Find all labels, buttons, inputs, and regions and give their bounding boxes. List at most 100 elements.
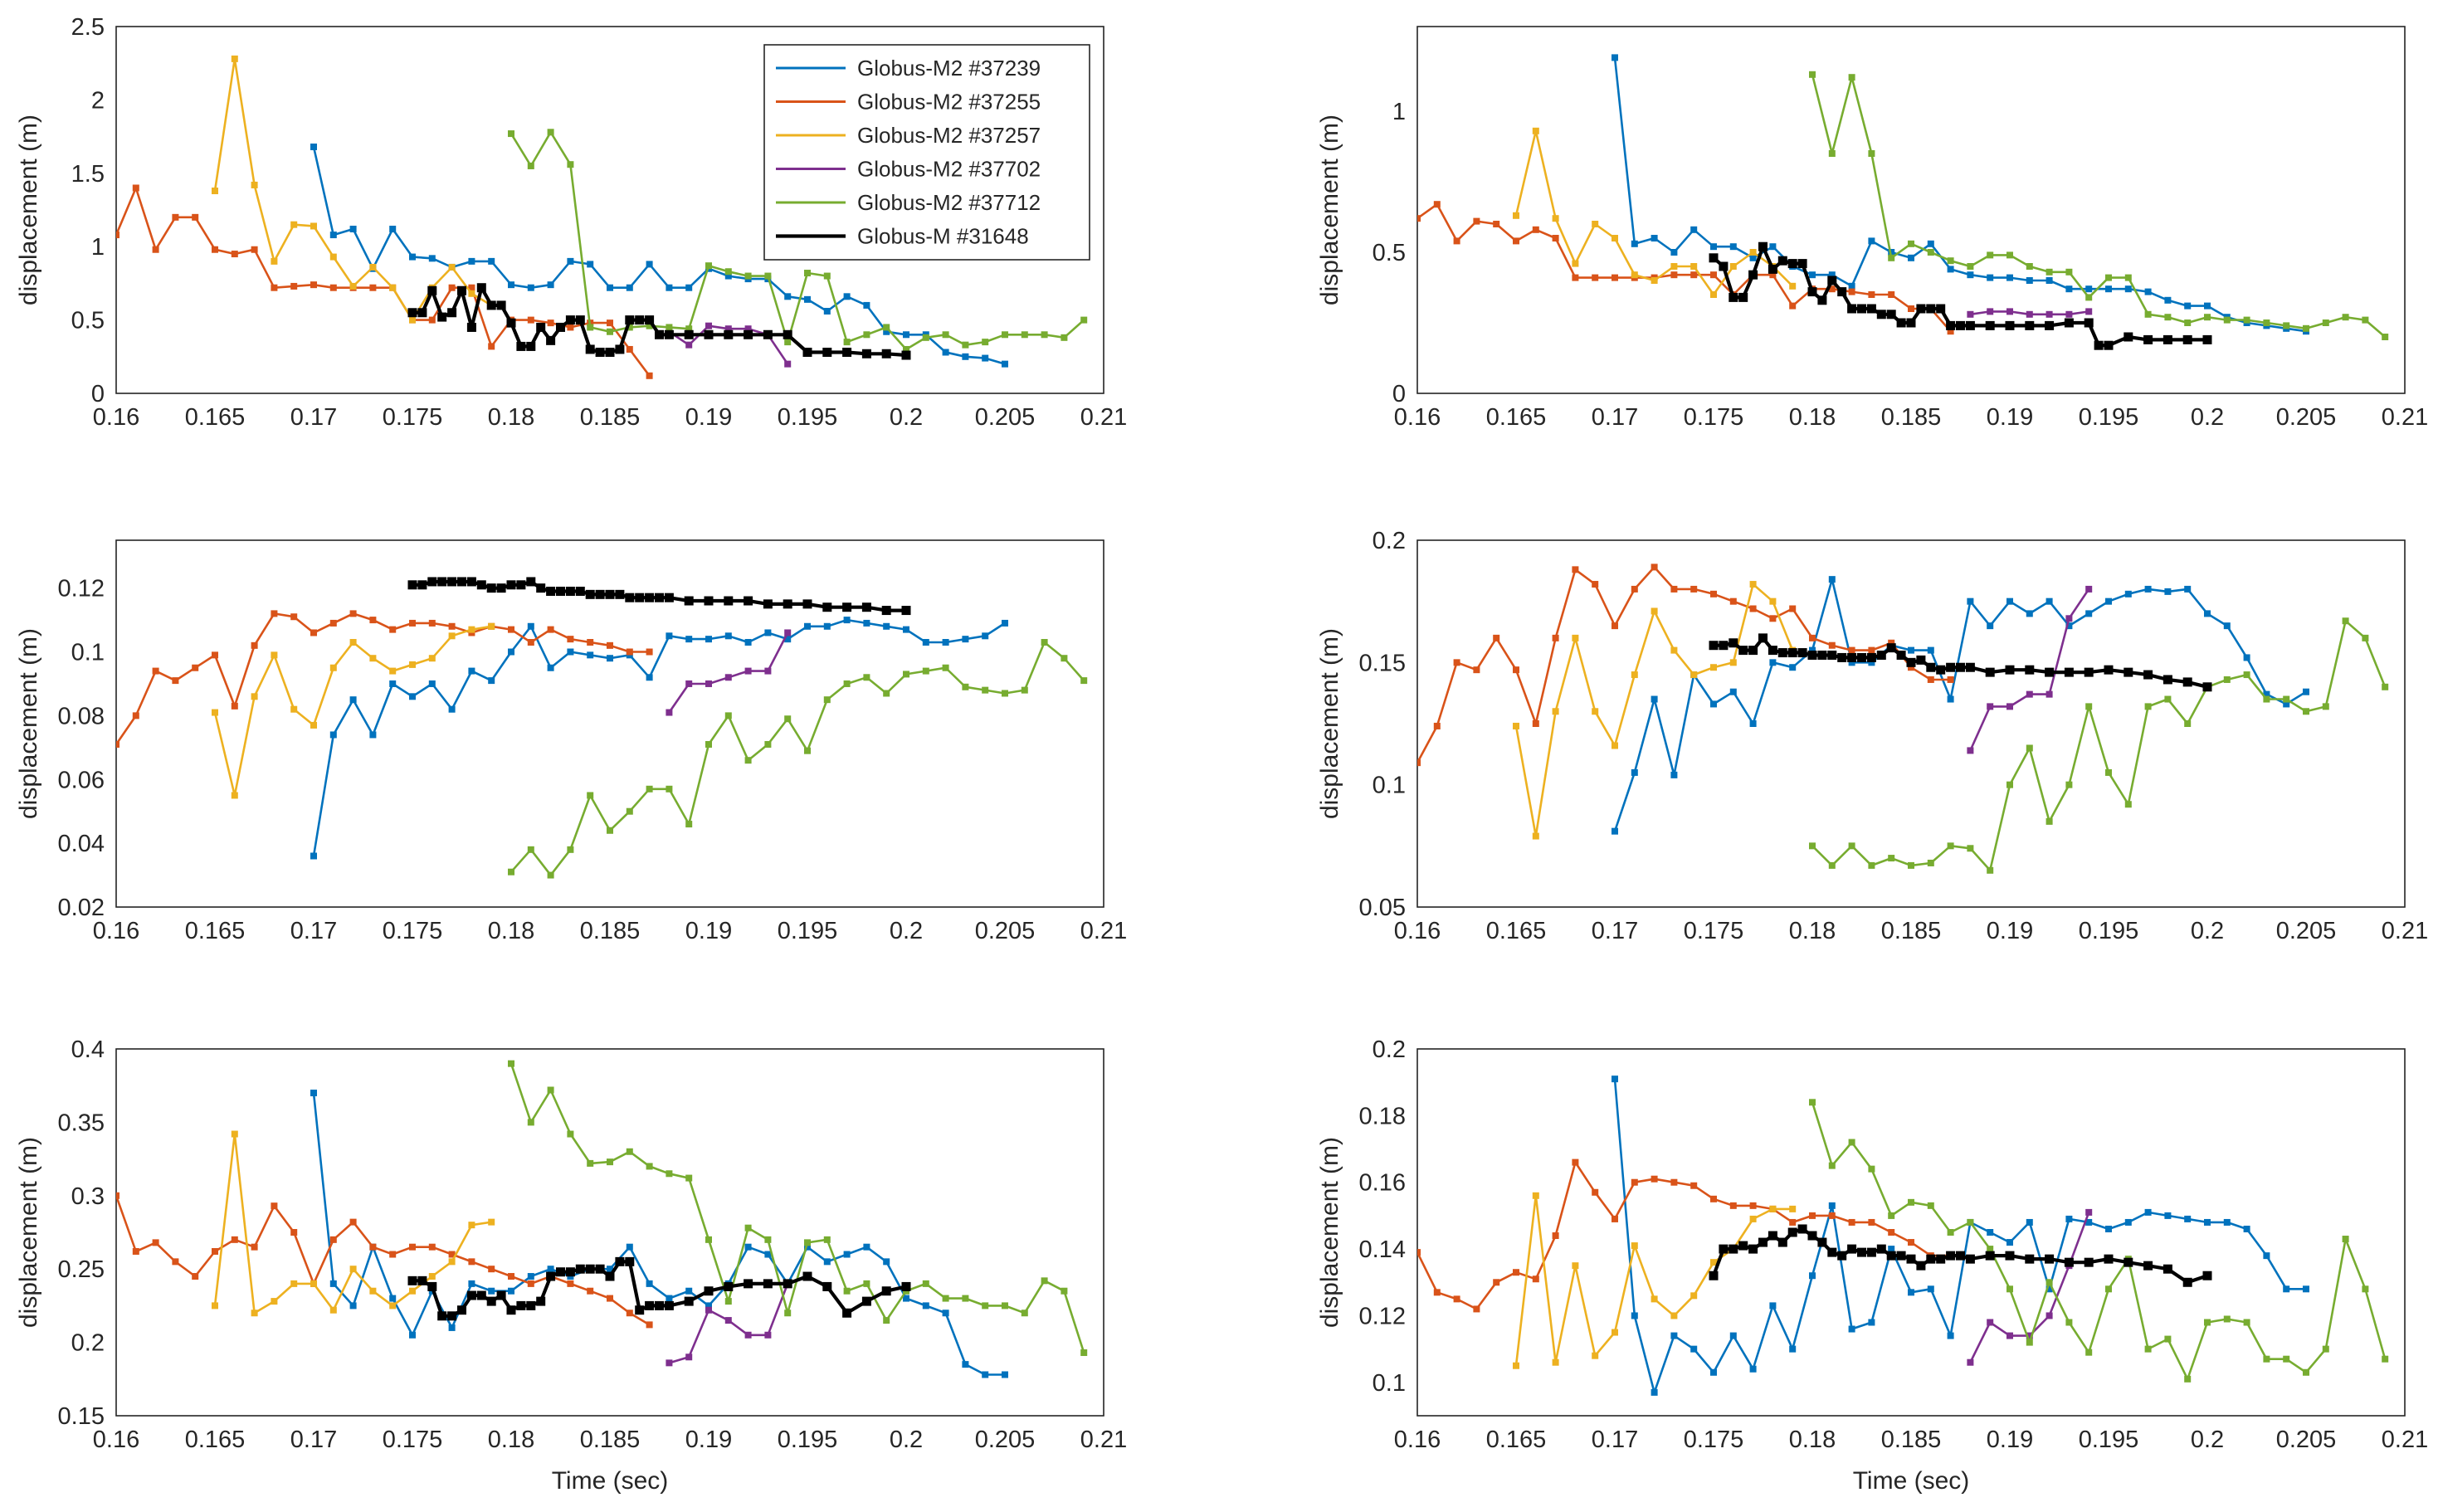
data-point bbox=[447, 308, 457, 318]
data-point bbox=[1612, 54, 1618, 61]
data-point bbox=[2026, 1339, 2033, 1346]
data-point bbox=[428, 1243, 436, 1251]
data-point bbox=[526, 341, 536, 351]
data-point bbox=[1987, 1229, 1994, 1236]
data-point bbox=[1631, 1178, 1638, 1186]
data-point bbox=[635, 1305, 645, 1315]
data-point bbox=[607, 319, 613, 327]
data-point bbox=[1946, 320, 1956, 330]
data-point bbox=[1532, 1275, 1539, 1283]
data-point bbox=[428, 619, 436, 627]
data-point bbox=[527, 638, 534, 646]
data-point bbox=[2243, 1225, 2250, 1232]
data-point bbox=[784, 1310, 792, 1317]
data-point bbox=[1828, 271, 1836, 279]
data-point bbox=[2144, 1208, 2152, 1216]
data-point bbox=[2085, 285, 2093, 293]
data-point bbox=[1908, 646, 1914, 654]
data-point bbox=[863, 331, 870, 339]
y-tick-label: 0.2 bbox=[71, 1330, 105, 1357]
data-point bbox=[1837, 287, 1847, 297]
data-point bbox=[1592, 1188, 1599, 1196]
data-point bbox=[2283, 1355, 2290, 1363]
data-point bbox=[763, 599, 773, 609]
series-line-1 bbox=[1417, 202, 1952, 333]
data-point bbox=[1787, 1227, 1797, 1237]
y-axis-label: displacement (m) bbox=[15, 1137, 42, 1328]
data-point bbox=[684, 1296, 694, 1306]
data-point bbox=[1987, 1319, 1994, 1326]
data-point bbox=[2223, 1315, 2231, 1323]
data-point bbox=[369, 655, 377, 662]
data-point bbox=[575, 315, 585, 325]
data-point bbox=[962, 683, 969, 690]
data-point bbox=[567, 846, 574, 853]
data-point bbox=[575, 586, 585, 596]
data-point bbox=[2202, 334, 2212, 344]
data-point bbox=[843, 1251, 851, 1258]
data-point bbox=[2124, 274, 2132, 281]
data-point bbox=[2026, 610, 2033, 617]
y-tick-label: 1.5 bbox=[71, 161, 105, 188]
data-point bbox=[744, 272, 752, 280]
data-point bbox=[1769, 243, 1777, 251]
data-point bbox=[626, 1148, 633, 1155]
data-point bbox=[764, 667, 772, 675]
data-point bbox=[2163, 675, 2172, 685]
data-point bbox=[476, 1290, 486, 1300]
data-point bbox=[1453, 237, 1460, 245]
data-point bbox=[1886, 310, 1896, 319]
data-point bbox=[2362, 1285, 2369, 1293]
x-tick-label: 0.165 bbox=[185, 1427, 246, 1453]
data-point bbox=[2026, 263, 2033, 270]
data-point bbox=[212, 246, 218, 253]
y-tick-label: 0.15 bbox=[58, 1403, 105, 1430]
data-point bbox=[409, 1287, 416, 1295]
data-point bbox=[901, 350, 911, 360]
data-point bbox=[704, 1286, 714, 1296]
data-point bbox=[1612, 1075, 1618, 1083]
data-point bbox=[192, 213, 199, 221]
data-point bbox=[1572, 260, 1579, 267]
data-point bbox=[607, 284, 613, 291]
data-point bbox=[2026, 277, 2033, 284]
data-point bbox=[2144, 310, 2152, 318]
data-point bbox=[1758, 1237, 1768, 1247]
x-tick-label: 0.19 bbox=[685, 404, 732, 431]
data-point bbox=[1513, 1362, 1519, 1369]
data-point bbox=[724, 1281, 734, 1291]
data-point bbox=[417, 1275, 427, 1285]
data-point bbox=[1857, 1247, 1866, 1257]
data-point bbox=[508, 281, 514, 289]
data-point bbox=[1789, 1205, 1797, 1212]
y-tick-label: 0.5 bbox=[1373, 240, 1406, 266]
data-point bbox=[536, 322, 546, 332]
data-point bbox=[271, 1298, 278, 1305]
data-point bbox=[1532, 127, 1539, 134]
data-point bbox=[2085, 1218, 2093, 1226]
data-point bbox=[349, 1218, 357, 1226]
data-point bbox=[1710, 664, 1717, 671]
data-point bbox=[271, 257, 278, 265]
data-point bbox=[982, 1371, 989, 1378]
data-point bbox=[1809, 1099, 1816, 1106]
data-point bbox=[685, 341, 693, 349]
data-point bbox=[2065, 615, 2073, 622]
data-point bbox=[310, 1280, 317, 1287]
x-tick-label: 0.165 bbox=[1486, 404, 1547, 431]
data-point bbox=[271, 610, 278, 617]
data-point bbox=[476, 580, 486, 590]
data-point bbox=[1827, 276, 1837, 285]
plot-panel-bottom-left: 0.16 0.165 0.17 0.175 0.18 0.185 0.19 0.195 0.2 0… bbox=[15, 1036, 1127, 1495]
data-point bbox=[1868, 1319, 1875, 1326]
data-point bbox=[546, 335, 556, 345]
data-point bbox=[1670, 646, 1678, 654]
data-point bbox=[625, 1256, 635, 1266]
data-point bbox=[2045, 1254, 2055, 1264]
data-point bbox=[1888, 855, 1895, 862]
data-point bbox=[1710, 291, 1717, 298]
data-point bbox=[251, 1310, 258, 1317]
data-point bbox=[705, 740, 712, 748]
data-point bbox=[605, 589, 615, 599]
data-point bbox=[2124, 801, 2132, 808]
